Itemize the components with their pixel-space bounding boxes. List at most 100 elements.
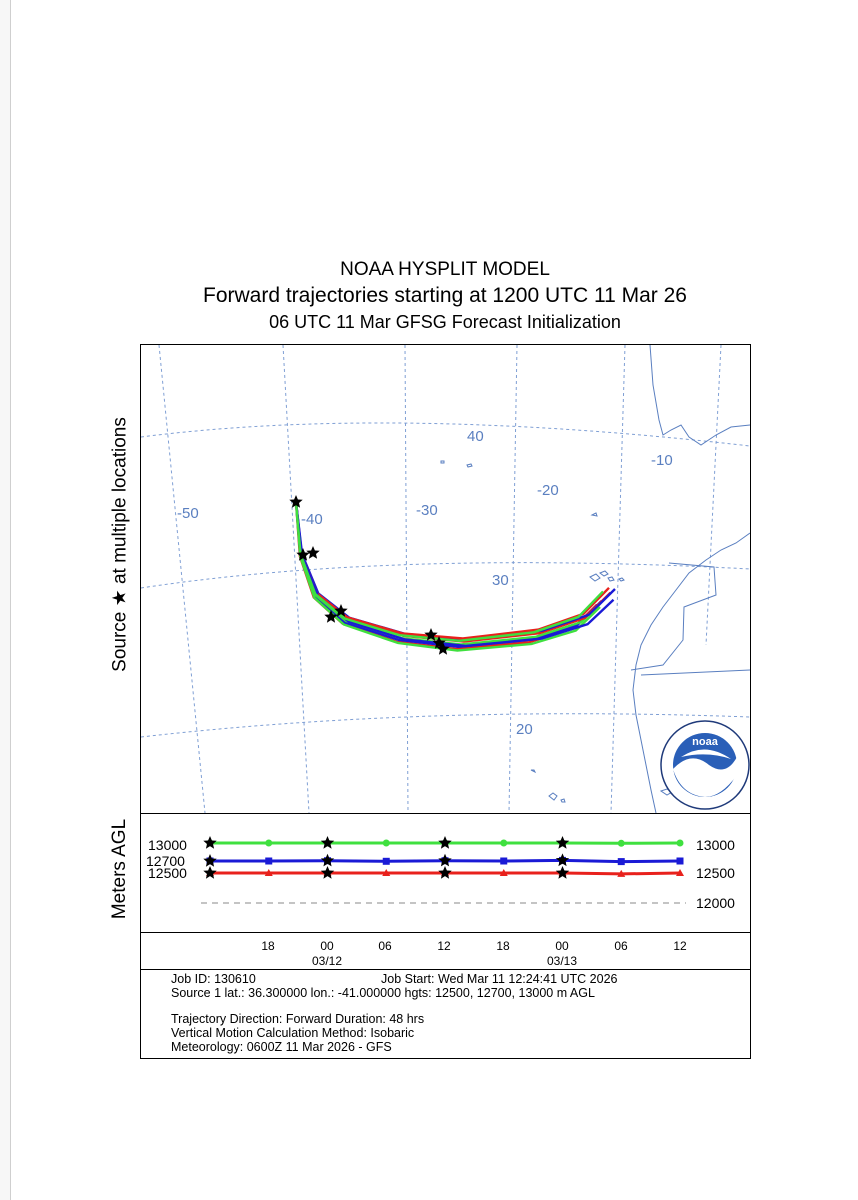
altitude-point [617,858,625,866]
time-axis-panel: 18 00 06 12 18 00 06 12 03/12 03/13 [140,932,751,970]
lon-label-30: -30 [416,502,438,519]
altitude-point [265,857,273,865]
noaa-logo-text: noaa [692,736,719,748]
trajectory-line [294,501,601,652]
lon-line-0 [705,344,722,646]
lat-line-40 [140,422,751,447]
island [607,576,615,582]
trajectory-star [289,495,303,508]
altitude-svg: 13000 12700 12500 13000 12500 12000 [146,836,735,911]
border-line [630,562,717,671]
lon-label-10: -10 [651,452,673,469]
date-label-0312: 03/12 [311,954,343,968]
island [590,512,598,517]
altitude-point [382,839,390,847]
trajectory-bundle [294,501,616,652]
altitude-point [676,839,684,847]
altitude-star [320,866,335,879]
trajectory-map: 40 30 20 -50 -40 -30 -20 -10 [140,344,751,814]
trajectory-star [324,610,338,623]
altitude-point [676,869,684,876]
source-location: Source 1 lat.: 36.300000 lon.: -41.00000… [171,986,595,1000]
y-tick-right-13000: 13000 [696,837,735,853]
y-tick-right-12500: 12500 [696,865,735,881]
lon-line-30 [404,344,409,814]
x-tick-6: 06 [614,939,628,953]
iberia-coast [649,344,751,446]
job-info-panel: Job ID: 130610 Job Start: Wed Mar 11 12:… [140,969,751,1059]
altitude-point [617,839,625,847]
island [440,460,445,464]
altitude-point [499,869,508,876]
island [548,792,558,801]
x-tick-2: 06 [378,939,392,953]
altitude-point [617,869,626,877]
altitude-star [203,866,217,879]
altitude-point [264,869,273,876]
initialization-subtitle: 06 UTC 11 Mar GFSG Forecast Initializati… [269,312,621,332]
y-tick-left-12700: 12700 [146,853,185,869]
altitude-star [438,866,452,879]
island [618,577,625,582]
lat-label-30: 30 [492,572,509,589]
trajectory-stars [289,495,450,655]
lon-label-50: -50 [177,505,199,522]
lon-line-20 [508,344,518,814]
trajectory-direction: Trajectory Direction: Forward Duration: … [171,1012,425,1026]
altitude-star [320,836,335,849]
island [466,463,473,468]
chart-title: Forward trajectories starting at 1200 UT… [203,284,687,307]
job-id: Job ID: 130610 [171,972,256,986]
altitude-point [265,839,273,847]
trajectory-star [306,546,320,559]
meteorology: Meteorology: 0600Z 11 Mar 2026 - GFS [171,1040,392,1054]
noaa-logo: noaa [660,720,750,810]
lon-line-50 [158,344,206,814]
island [560,798,566,803]
island [598,570,609,577]
x-tick-0: 18 [261,939,275,953]
lat-line-20 [140,713,751,738]
altitude-point [382,869,391,876]
vertical-motion-method: Vertical Motion Calculation Method: Isob… [171,1026,415,1040]
trajectory-star [334,604,348,617]
y-tick-right-12000: 12000 [696,895,735,911]
lon-line-40 [282,344,310,814]
altitude-star [203,836,217,849]
trajectory-star [296,548,310,561]
lon-label-20: -20 [537,482,559,499]
lat-label-40: 40 [467,428,484,445]
job-start: Job Start: Wed Mar 11 12:24:41 UTC 2026 [381,972,618,986]
island [589,573,601,582]
x-tick-5: 00 [555,939,569,953]
altitude-panel: 13000 12700 12500 13000 12500 12000 [140,813,751,933]
altitude-star [438,836,452,849]
altitude-point [382,857,390,865]
page-edge [0,0,11,1200]
model-title: NOAA HYSPLIT MODEL [340,259,550,280]
altitude-series [203,836,684,879]
x-tick-3: 12 [437,939,451,953]
trajectory-star [436,642,450,655]
altitude-star [320,853,335,867]
trajectory-line [294,501,604,643]
altitude-star [555,836,570,849]
border-line-2 [640,669,751,676]
date-label-0313: 03/13 [546,954,578,968]
altitude-star [555,866,570,879]
altitude-star [555,853,570,867]
x-tick-4: 18 [496,939,510,953]
map-graticule [140,344,751,814]
altitude-point [676,857,684,865]
map-svg: 40 30 20 -50 -40 -30 -20 -10 [140,344,751,814]
island [530,769,537,774]
lon-label-40: -40 [301,511,323,528]
altitude-star [438,853,452,867]
lon-line-10 [610,344,626,814]
lat-label-20: 20 [516,721,533,738]
x-tick-7: 12 [673,939,687,953]
source-axis-label: Source ★ at multiple locations [109,417,131,672]
y-tick-left-12500: 12500 [148,865,187,881]
x-tick-1: 00 [320,939,334,953]
altitude-point [500,857,508,865]
